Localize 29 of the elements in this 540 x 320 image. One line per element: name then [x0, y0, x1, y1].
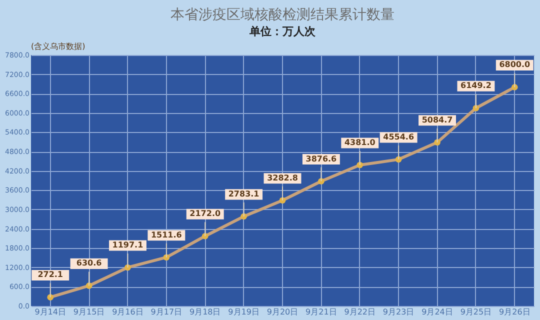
- x-tick-label: 9月26日: [499, 308, 530, 316]
- x-tick-label: 9月20日: [266, 308, 298, 316]
- x-tick-label: 9月24日: [422, 308, 453, 316]
- chart-subtitle: 单位：万人次: [248, 25, 316, 38]
- data-label: 2172.0: [190, 209, 221, 218]
- data-label: 2783.1: [228, 189, 260, 198]
- data-label: 5084.7: [422, 115, 453, 124]
- x-tick-label: 9月25日: [460, 308, 492, 316]
- data-label: 1511.6: [150, 230, 182, 240]
- data-label: 4554.6: [383, 132, 414, 142]
- data-label: 4381.0: [344, 138, 376, 148]
- x-tick-label: 9月16日: [112, 308, 144, 316]
- data-label: 630.6: [76, 258, 102, 268]
- x-tick-label: 9月18日: [189, 308, 221, 316]
- chart-title: 本省涉疫区域核酸检测结果累计数量: [170, 7, 394, 23]
- x-tick-label: 9月14日: [34, 308, 66, 316]
- data-label: 272.1: [38, 270, 64, 280]
- x-tick-label: 9月21日: [306, 308, 337, 316]
- x-tick-label: 9月22日: [344, 308, 376, 316]
- data-label: 1197.1: [112, 240, 144, 250]
- data-label: 6800.0: [499, 60, 531, 70]
- x-tick-label: 9月23日: [382, 308, 414, 316]
- x-tick-label: 9月15日: [73, 308, 105, 316]
- x-tick-label: 9月17日: [150, 308, 182, 316]
- data-label: 6149.2: [460, 81, 492, 90]
- text: (含义乌市数据): [31, 42, 86, 51]
- data-label: 3876.6: [306, 154, 338, 164]
- x-tick-label: 9月19日: [228, 308, 260, 316]
- data-label: 3282.8: [267, 173, 298, 182]
